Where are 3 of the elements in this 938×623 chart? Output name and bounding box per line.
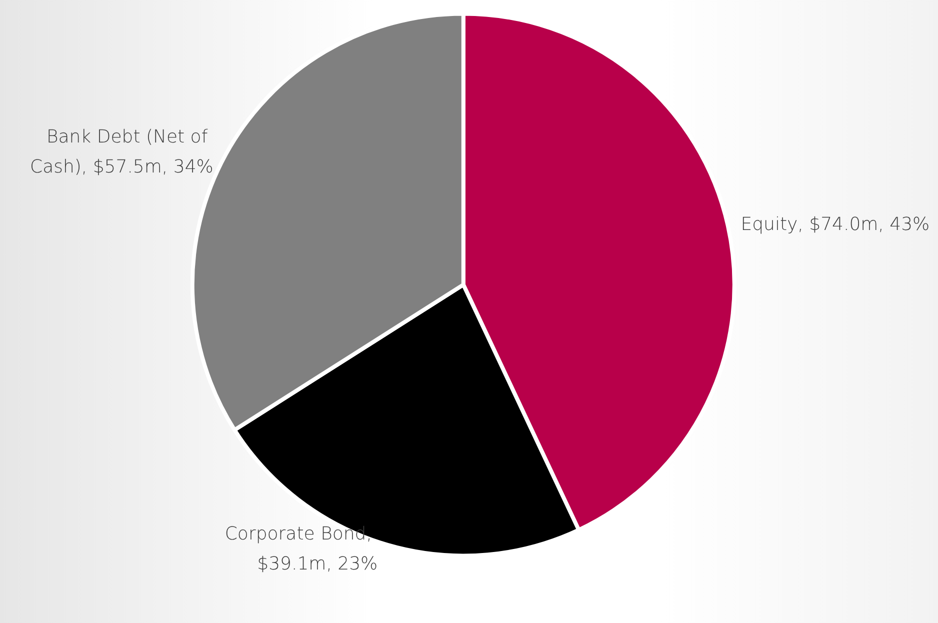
slice-label: Equity, $74.0m, 43% (740, 214, 930, 236)
slice-label: Corporate Bond, $39.1m, 23% (224, 523, 378, 574)
slice-label: Bank Debt (Net of Cash), $57.5m, 34% (30, 126, 214, 178)
